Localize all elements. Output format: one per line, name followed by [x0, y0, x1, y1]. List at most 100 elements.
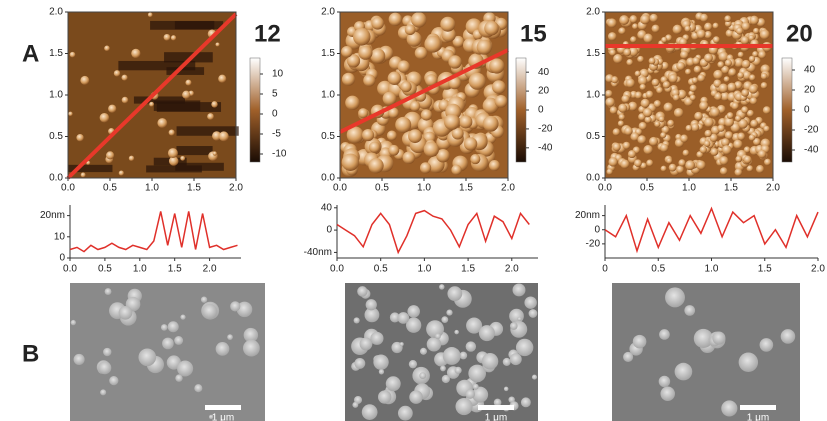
particle — [648, 57, 656, 65]
particle — [442, 347, 461, 365]
particle — [609, 106, 618, 115]
particle — [454, 329, 459, 335]
particle — [399, 342, 404, 347]
x-tick-label: 0.5 — [98, 264, 112, 275]
particle — [503, 386, 509, 392]
particle — [423, 141, 439, 158]
particle — [714, 92, 723, 101]
particle — [719, 156, 729, 166]
particle — [520, 397, 531, 408]
particle — [358, 108, 369, 119]
particle — [208, 414, 214, 420]
particle — [749, 97, 758, 105]
particle — [668, 73, 678, 83]
particle — [481, 353, 499, 370]
particle — [104, 288, 112, 295]
particle — [637, 135, 647, 145]
particle — [354, 357, 366, 369]
particle — [612, 142, 621, 152]
particle — [741, 21, 751, 31]
particle — [644, 116, 652, 124]
y-tick-label: 1.5 — [49, 48, 63, 59]
particle — [634, 70, 641, 77]
particle — [212, 131, 222, 141]
particle — [352, 401, 359, 408]
particle — [740, 36, 750, 45]
colorbar-title: 20 — [786, 20, 813, 47]
particle — [642, 108, 653, 118]
particle — [424, 35, 442, 53]
particle — [163, 33, 171, 41]
x-tick-label: 0.5 — [375, 183, 389, 194]
particle — [757, 149, 767, 159]
afm-stripe — [166, 67, 205, 75]
particle — [763, 125, 770, 132]
particle — [712, 331, 726, 345]
particle — [672, 94, 680, 102]
x-tick-label: 2.0 — [505, 264, 519, 275]
particle — [100, 389, 107, 396]
particle — [373, 354, 389, 370]
x-tick-label: 0 — [602, 264, 608, 275]
particle — [748, 55, 756, 63]
x-tick-label: 0.5 — [103, 183, 117, 194]
particle — [459, 115, 473, 129]
particle — [149, 101, 154, 107]
particle — [528, 309, 538, 318]
y-tick-label: -20 — [586, 239, 601, 250]
particle — [606, 168, 613, 175]
profile-line — [339, 48, 509, 134]
afm-stripe — [156, 102, 222, 112]
particle — [672, 24, 683, 35]
particle — [358, 45, 373, 60]
particle — [80, 75, 90, 85]
particle — [236, 301, 253, 318]
particle — [649, 13, 658, 23]
sem-image — [345, 283, 538, 421]
particle — [628, 46, 639, 57]
y-tick-label: 20nm — [575, 210, 600, 221]
particle — [215, 342, 230, 356]
particle — [407, 305, 420, 318]
particle — [678, 159, 686, 167]
particle — [468, 364, 487, 383]
particle — [368, 141, 381, 153]
scale-bar-label: 1 μm — [212, 413, 234, 421]
particle — [346, 126, 364, 144]
particle — [162, 337, 174, 350]
particle — [684, 25, 691, 32]
particle — [70, 319, 76, 326]
colorbar-tick-label: 0 — [538, 105, 544, 116]
particle — [693, 328, 713, 349]
particle — [517, 316, 522, 321]
particle — [623, 48, 632, 57]
particle — [721, 145, 732, 155]
colorbar — [515, 57, 527, 163]
particle — [676, 165, 684, 174]
particle — [668, 163, 677, 172]
particle — [660, 61, 669, 70]
particle — [202, 303, 218, 320]
particle — [160, 324, 168, 331]
particle — [484, 20, 499, 36]
particle — [637, 55, 644, 63]
particle — [676, 61, 685, 71]
particle — [447, 286, 463, 302]
particle — [752, 51, 759, 58]
particle — [692, 56, 701, 65]
particle — [734, 115, 742, 122]
y-tick-label: 2.0 — [49, 7, 63, 18]
x-tick-label: 2.0 — [811, 264, 825, 275]
particle — [211, 101, 218, 108]
particle — [738, 118, 748, 129]
particle — [753, 138, 761, 146]
colorbar-tick-label: -20 — [538, 124, 553, 135]
particle — [690, 123, 700, 132]
particle — [689, 94, 696, 101]
particle — [748, 34, 755, 41]
particle — [660, 386, 675, 401]
particle — [99, 112, 110, 123]
particle — [735, 27, 744, 35]
particle — [370, 48, 386, 64]
particle — [760, 72, 768, 80]
